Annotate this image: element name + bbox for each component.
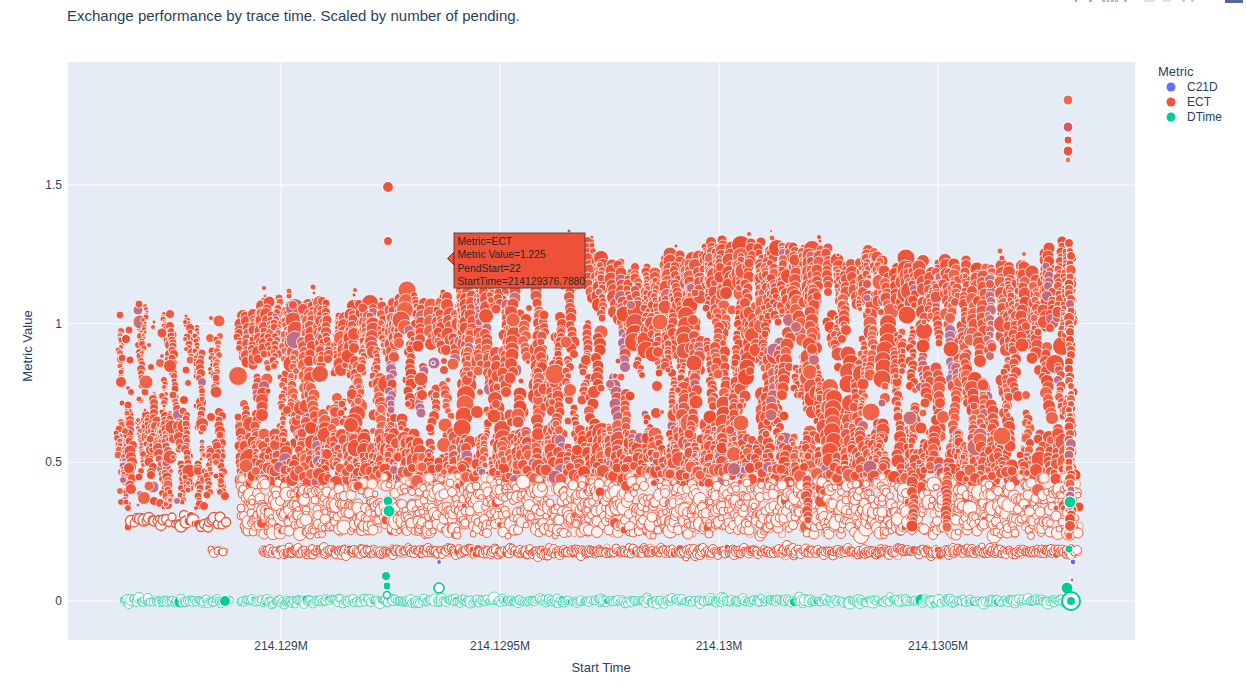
svg-text:214.129M: 214.129M	[254, 639, 307, 653]
svg-text:PendStart=22: PendStart=22	[458, 263, 522, 274]
svg-text:StartTime=214129376.7880: StartTime=214129376.7880	[458, 276, 586, 287]
svg-text:1: 1	[55, 317, 62, 331]
svg-text:DTime: DTime	[1187, 110, 1222, 124]
svg-text:0: 0	[55, 594, 62, 608]
svg-text:Start Time: Start Time	[571, 660, 630, 675]
svg-text:ECT: ECT	[1187, 95, 1212, 109]
svg-text:214.1295M: 214.1295M	[470, 639, 530, 653]
svg-text:1.5: 1.5	[45, 178, 62, 192]
svg-text:214.1305M: 214.1305M	[908, 639, 968, 653]
svg-text:Metric: Metric	[1158, 64, 1194, 79]
svg-text:214.13M: 214.13M	[696, 639, 743, 653]
svg-text:Metric=ECT: Metric=ECT	[458, 236, 513, 247]
svg-text:0.5: 0.5	[45, 455, 62, 469]
svg-text:C21D: C21D	[1187, 80, 1218, 94]
svg-text:Exchange performance by trace: Exchange performance by trace time. Scal…	[67, 7, 520, 24]
svg-text:Metric Value=1.225: Metric Value=1.225	[458, 249, 547, 260]
svg-text:Metric Value: Metric Value	[20, 310, 35, 381]
